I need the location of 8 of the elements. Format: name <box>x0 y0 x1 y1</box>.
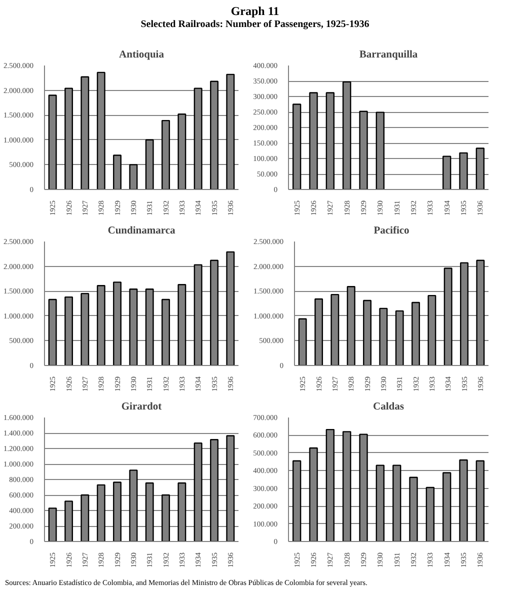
chart-title: Barranquilla <box>359 50 418 60</box>
text: Selected Railroads: Number of Passengers, 1925-1936 <box>140 18 370 30</box>
chart-title: Cundinamarca <box>108 226 176 236</box>
chart-title: Girardot <box>121 402 162 412</box>
text: Graph 11 <box>230 4 280 19</box>
chart-title: Antioquia <box>119 50 165 60</box>
chart-title: Pacifico <box>374 226 410 236</box>
chart-title: Caldas <box>373 402 404 412</box>
